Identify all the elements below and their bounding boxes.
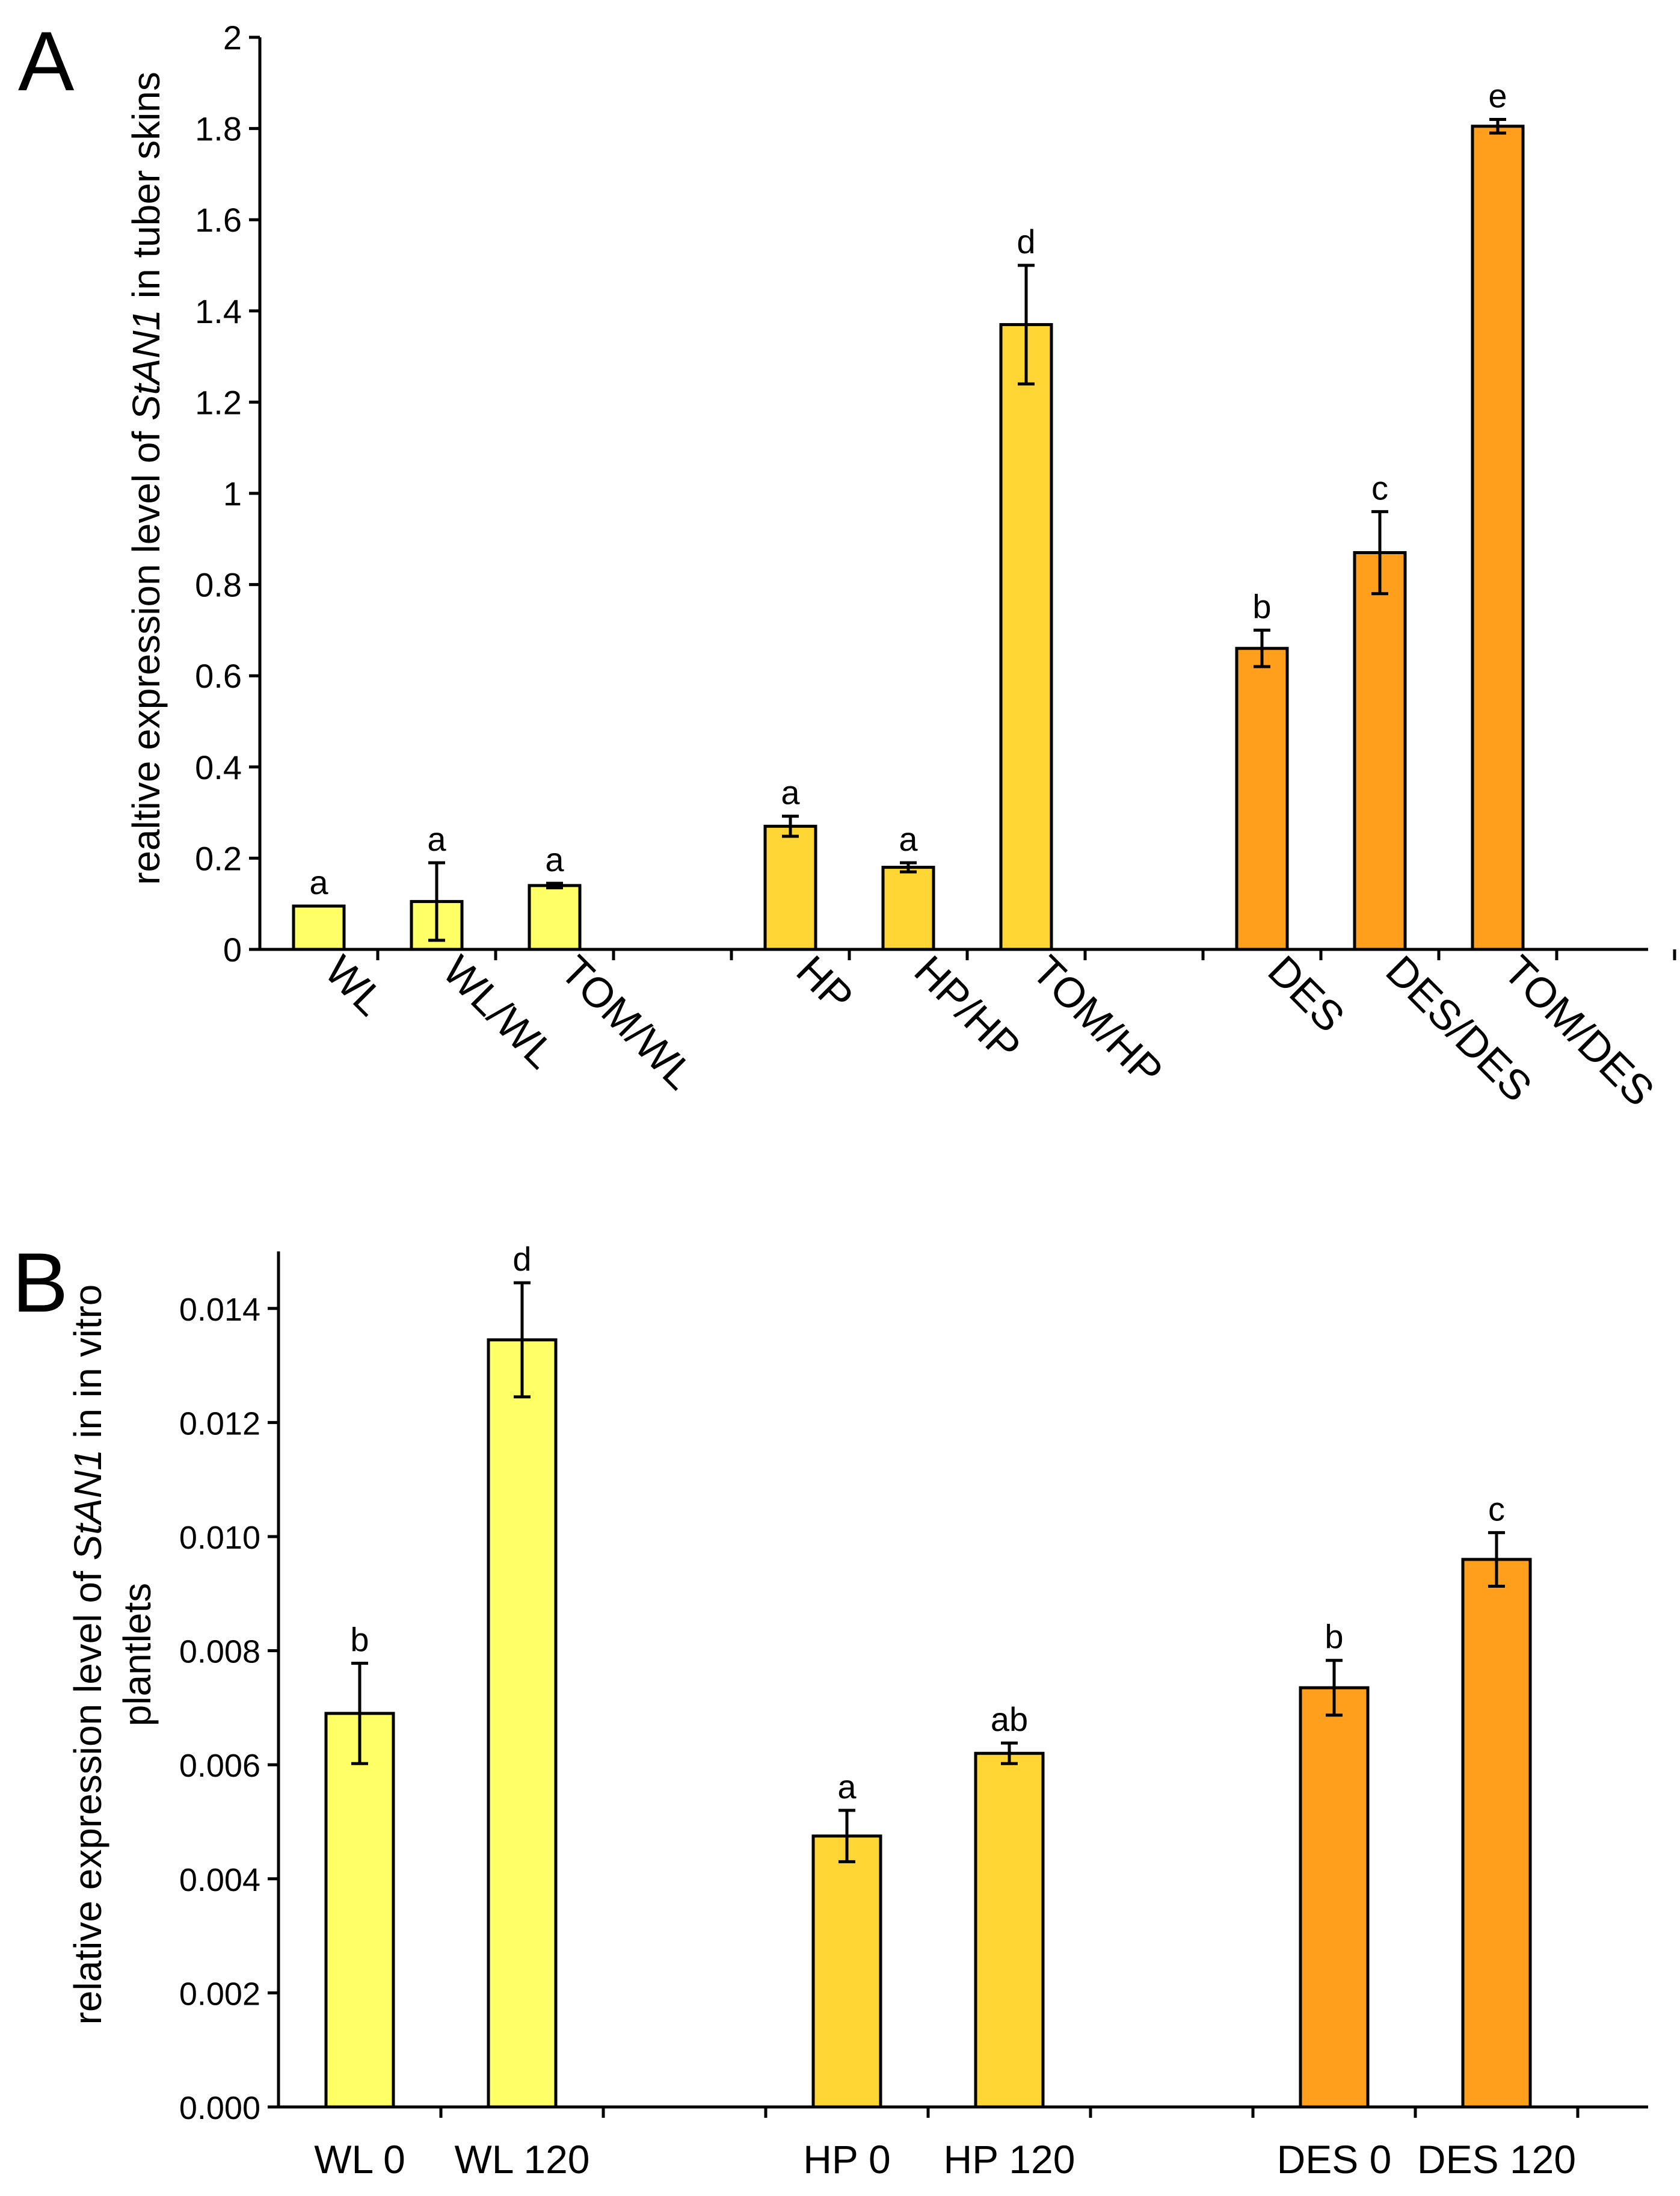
x-tick-label: DES 120: [1417, 2137, 1576, 2182]
y-tick-label: 0.004: [179, 1862, 260, 1898]
bar: [1353, 551, 1407, 951]
y-axis-label-part: in tuber skins: [125, 72, 168, 309]
significance-letter: b: [1252, 587, 1271, 625]
significance-letters-b: b d a ab b c: [350, 1240, 1505, 1806]
bar: [487, 1338, 558, 2109]
y-tick-label: 0.002: [179, 1976, 260, 2012]
y-tick-labels-b: 0.000 0.002 0.004 0.006 0.008 0.010 0.012 0.014: [179, 1292, 260, 2126]
y-tick-label: 0.2: [195, 839, 242, 877]
y-axis-label-a: realtive expression level of StAN1 in tu…: [125, 72, 168, 885]
significance-letter: c: [1488, 1490, 1505, 1528]
y-axis-label-part: StAN1: [125, 309, 168, 421]
y-tick-label: 0.012: [179, 1405, 260, 1442]
significance-letter: c: [1371, 469, 1388, 507]
axes-b: [268, 1251, 1648, 2118]
x-tick-label: WL 0: [314, 2137, 405, 2182]
y-axis-label-part: StAN1: [66, 1449, 109, 1560]
y-tick-label: 0.4: [195, 748, 242, 786]
y-tick-label: 0.6: [195, 657, 242, 695]
significance-letter: b: [1325, 1618, 1343, 1656]
bar: [292, 904, 346, 951]
bar: [881, 866, 935, 951]
error-bars-b: [351, 1281, 1505, 1863]
y-axis-label-b-line2: plantlets: [115, 1583, 159, 1726]
y-tick-label: 0: [223, 931, 242, 969]
bars-b: [324, 1338, 1532, 2109]
x-tick-label: HP 120: [944, 2137, 1075, 2182]
x-tick-label: DES: [1259, 946, 1353, 1041]
bar: [528, 884, 582, 951]
chart-panel-a: A realtive expression level of StAN1 in …: [18, 14, 1676, 1115]
significance-letter: d: [512, 1240, 531, 1278]
x-tick-label: TOM/WL: [552, 946, 703, 1098]
significance-letter: a: [427, 820, 446, 858]
error-bars-a: [428, 117, 1506, 942]
y-tick-label: 1.6: [195, 201, 242, 239]
x-tick-label: HP: [787, 946, 862, 1021]
y-tick-label: 0.014: [179, 1292, 260, 1328]
y-tick-label: 1: [223, 475, 242, 513]
y-tick-label: 0.008: [179, 1634, 260, 1670]
x-tick-label: HP 0: [803, 2137, 891, 2182]
x-tick-label: HP/HP: [905, 946, 1029, 1070]
bar: [1235, 647, 1289, 951]
axes-a: [249, 35, 1676, 960]
y-tick-label: 0.006: [179, 1748, 260, 1784]
y-tick-label: 1.4: [195, 292, 242, 330]
x-tick-label: WL 120: [454, 2137, 589, 2182]
y-tick-label: 0.010: [179, 1520, 260, 1556]
y-axis-label-part: in in vitro: [66, 1285, 109, 1449]
chart-panel-b: B relative expression level of StAN1 in …: [12, 1235, 1648, 2182]
y-tick-label: 1.8: [195, 110, 242, 148]
y-tick-label: 2: [223, 19, 242, 57]
bar: [763, 824, 817, 951]
significance-letter: e: [1488, 76, 1507, 114]
panel-label-b: B: [12, 1235, 68, 1330]
x-tick-label: WL/WL: [434, 946, 564, 1077]
bar: [1471, 125, 1525, 951]
x-tick-labels-b: WL 0 WL 120 HP 0 HP 120 DES 0 DES 120: [314, 2137, 1576, 2182]
significance-letter: d: [1017, 223, 1035, 261]
bar: [999, 323, 1053, 951]
significance-letter: a: [781, 774, 800, 812]
significance-letter: ab: [991, 1700, 1028, 1738]
significance-letter: b: [350, 1620, 369, 1658]
y-axis-label-part: relative expression level of: [66, 1560, 109, 2025]
y-axis-label-b: relative expression level of StAN1 in in…: [66, 1285, 109, 2025]
bar: [324, 1712, 395, 2109]
significance-letter: a: [309, 863, 328, 901]
bar: [974, 1751, 1045, 2109]
y-tick-label: 1.2: [195, 383, 242, 421]
bar: [811, 1834, 882, 2109]
x-tick-label: WL: [316, 946, 393, 1024]
x-tick-label: TOM/HP: [1023, 946, 1172, 1095]
significance-letter: a: [837, 1768, 857, 1806]
significance-letter: a: [545, 840, 564, 878]
panel-label-a: A: [18, 14, 75, 108]
y-axis-label-part: realtive expression level of: [125, 421, 168, 885]
y-tick-label: 0.8: [195, 566, 242, 604]
bar: [1461, 1558, 1532, 2109]
y-tick-label: 0.000: [179, 2090, 260, 2126]
y-tick-labels-a: 0 0.2 0.4 0.6 0.8 1 1.2 1.4 1.6 1.8 2: [195, 19, 242, 969]
x-tick-label: DES 0: [1277, 2137, 1392, 2182]
significance-letter: a: [899, 820, 918, 858]
significance-letters-a: a a a a a d b c e: [309, 76, 1507, 901]
bar: [1299, 1686, 1370, 2109]
